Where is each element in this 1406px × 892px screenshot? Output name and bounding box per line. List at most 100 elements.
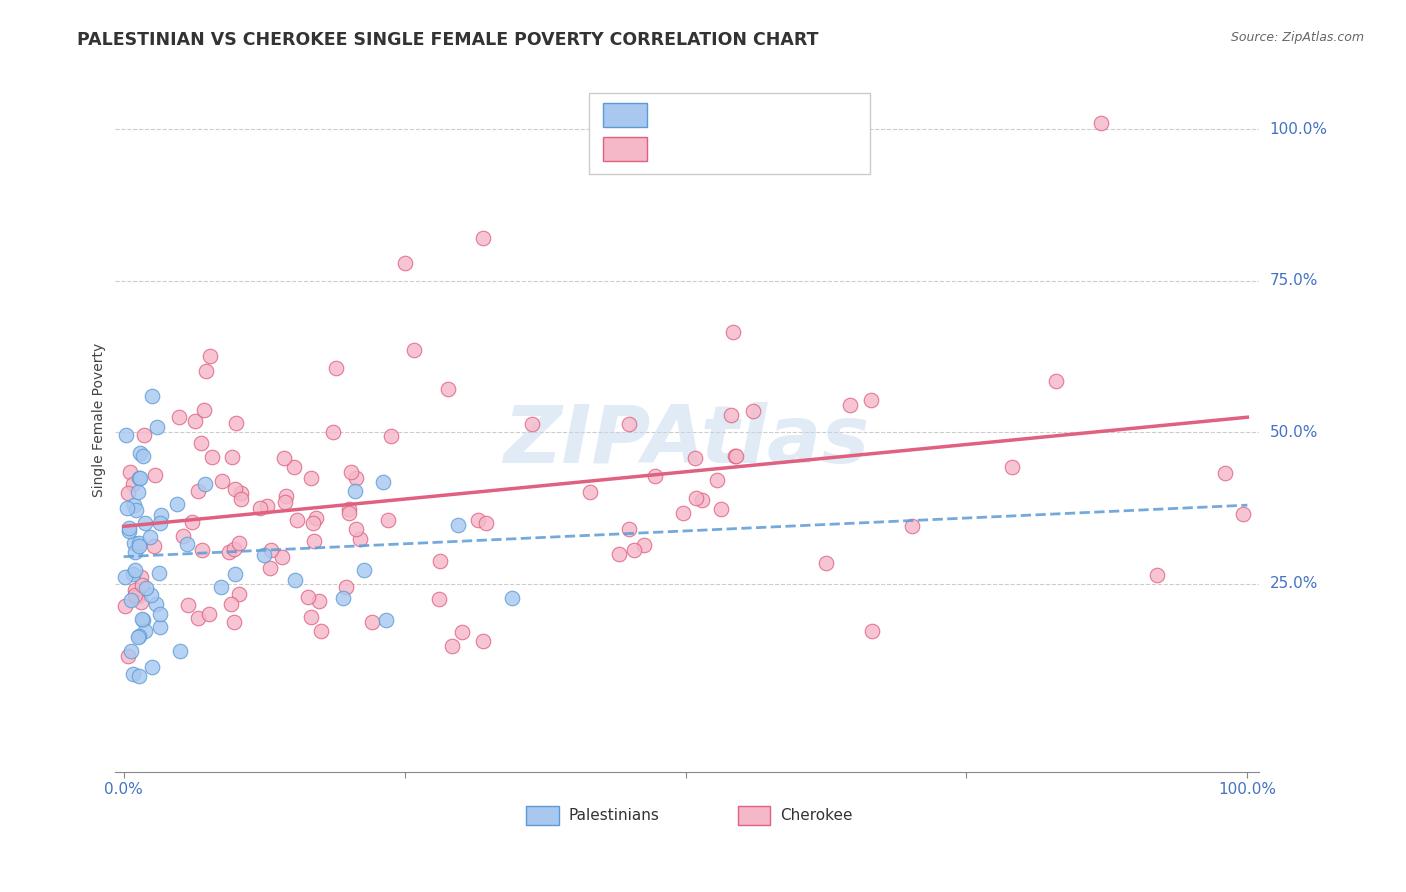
Point xyxy=(132,428,155,442)
Point xyxy=(249,501,271,516)
Point xyxy=(139,530,162,544)
Point xyxy=(344,522,367,536)
Point xyxy=(1045,374,1067,388)
Point xyxy=(122,498,145,512)
Point xyxy=(343,484,366,499)
Point xyxy=(311,624,333,638)
Point xyxy=(284,573,307,587)
Point xyxy=(146,420,169,434)
Point xyxy=(228,536,250,550)
Point xyxy=(437,382,460,396)
Point xyxy=(145,598,167,612)
Point xyxy=(124,563,146,577)
Point xyxy=(149,516,172,531)
Point xyxy=(1215,466,1237,480)
Point xyxy=(721,325,744,339)
Point xyxy=(115,427,138,442)
Point xyxy=(132,449,155,463)
Point xyxy=(117,649,139,664)
Point xyxy=(125,503,148,517)
Point xyxy=(301,471,323,485)
Point xyxy=(353,563,375,577)
Point xyxy=(172,529,194,543)
Point xyxy=(373,475,395,490)
Text: Palestinians: Palestinians xyxy=(569,808,659,823)
Point xyxy=(141,389,163,403)
Point xyxy=(124,535,146,549)
Point xyxy=(644,468,666,483)
Text: 100.0%: 100.0% xyxy=(1270,121,1327,136)
Point xyxy=(115,501,138,516)
Point xyxy=(340,465,363,479)
Point xyxy=(472,231,495,245)
Text: R = 0.034: R = 0.034 xyxy=(658,106,749,124)
Point xyxy=(127,485,149,500)
Text: 50.0%: 50.0% xyxy=(1270,425,1317,440)
Point xyxy=(900,519,922,533)
Point xyxy=(839,398,862,412)
Point xyxy=(683,451,706,466)
Point xyxy=(122,566,145,581)
Point xyxy=(122,477,145,491)
Point xyxy=(1090,116,1112,130)
Point xyxy=(129,570,152,584)
Text: Cherokee: Cherokee xyxy=(780,808,853,823)
Point xyxy=(579,485,602,500)
Point xyxy=(128,470,150,484)
Point xyxy=(472,633,495,648)
Point xyxy=(219,597,242,611)
Text: R = 0.267: R = 0.267 xyxy=(658,140,749,158)
Point xyxy=(259,560,281,574)
Point xyxy=(447,517,470,532)
Point xyxy=(297,591,319,605)
Point xyxy=(135,581,157,595)
Point xyxy=(194,476,217,491)
Point xyxy=(209,580,232,594)
Point xyxy=(299,610,322,624)
Point xyxy=(150,508,173,522)
Point xyxy=(120,644,142,658)
Point xyxy=(274,495,297,509)
Point xyxy=(501,591,523,605)
Point xyxy=(114,599,136,613)
Point xyxy=(742,404,765,418)
Point xyxy=(617,417,640,431)
Point xyxy=(720,408,742,422)
Point xyxy=(623,543,645,558)
Point xyxy=(344,471,367,485)
Point xyxy=(256,499,278,513)
Point xyxy=(860,624,883,639)
Point xyxy=(221,450,243,464)
Point xyxy=(377,513,399,527)
Point xyxy=(322,425,344,439)
Point xyxy=(375,613,398,627)
Point xyxy=(118,524,141,538)
Point xyxy=(197,607,219,621)
Point xyxy=(184,414,207,428)
Point xyxy=(124,582,146,597)
Point xyxy=(127,630,149,644)
Text: N = 111: N = 111 xyxy=(766,140,841,158)
Point xyxy=(451,624,474,639)
Point xyxy=(710,501,733,516)
Point xyxy=(193,403,215,417)
Y-axis label: Single Female Poverty: Single Female Poverty xyxy=(93,343,107,498)
Point xyxy=(1146,568,1168,582)
Text: Source: ZipAtlas.com: Source: ZipAtlas.com xyxy=(1230,31,1364,45)
Point xyxy=(141,659,163,673)
Point xyxy=(167,410,190,425)
FancyBboxPatch shape xyxy=(526,806,558,825)
Point xyxy=(337,502,360,516)
Point xyxy=(124,588,146,602)
Point xyxy=(211,475,233,489)
Point xyxy=(225,416,247,430)
Point xyxy=(441,639,464,653)
Point xyxy=(134,624,156,638)
Point xyxy=(128,446,150,460)
Point xyxy=(814,556,837,570)
Point xyxy=(122,666,145,681)
Point xyxy=(149,607,172,621)
Text: N = 55: N = 55 xyxy=(766,106,830,124)
Point xyxy=(349,532,371,546)
Point xyxy=(132,613,155,627)
